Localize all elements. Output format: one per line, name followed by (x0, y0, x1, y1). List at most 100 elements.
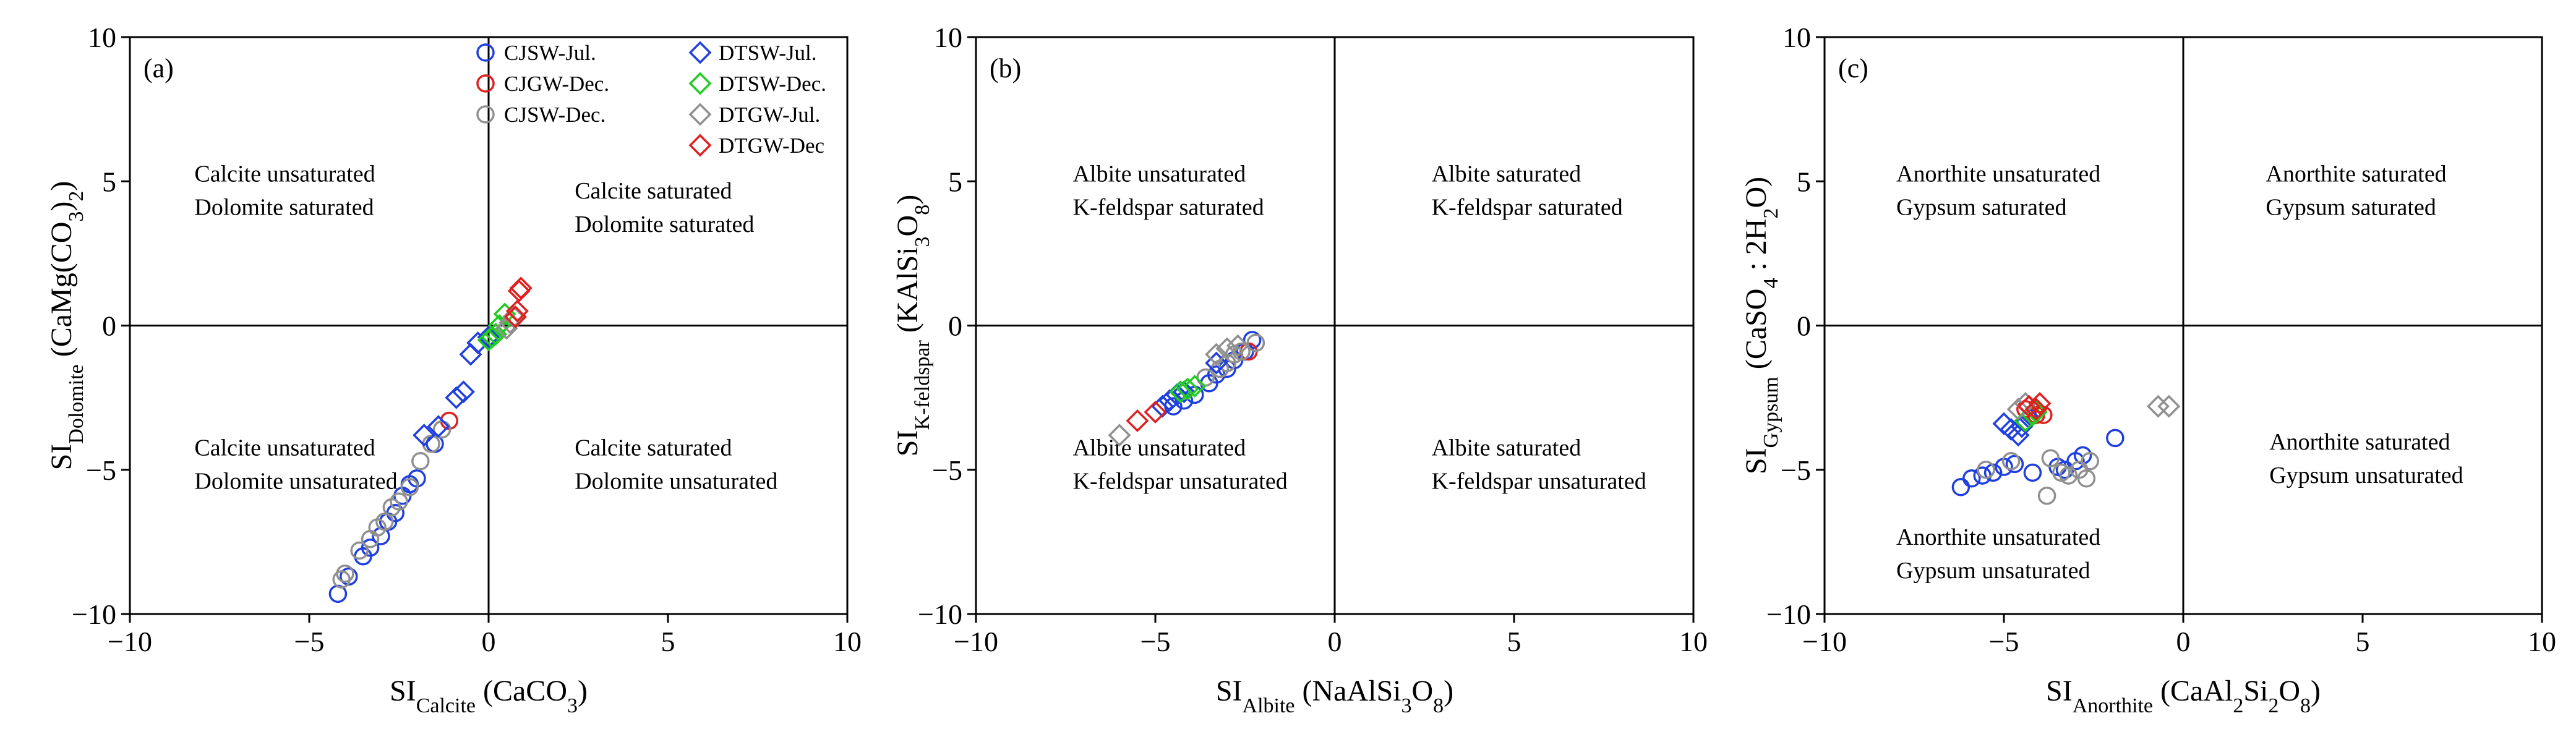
data-point (2010, 415, 2034, 438)
quadrant-label-top-right: Dolomite saturated (575, 211, 754, 237)
data-point (361, 538, 380, 557)
x-tick-label: −5 (1989, 626, 2019, 657)
x-tick-label: 10 (2528, 626, 2556, 657)
quadrant-label-bottom-left: Anorthite unsaturated (1896, 524, 2100, 550)
data-point (2028, 391, 2052, 415)
series-dtgw-dec (1126, 400, 1167, 432)
panel-a: −10−10 −5 −5 0 0 5 5 10 10 SICalcite (CaCO3) SIDol… (45, 22, 862, 717)
legend-marker (476, 74, 495, 93)
panel-label: (b) (990, 53, 1021, 83)
data-point (2018, 394, 2041, 418)
data-point (1951, 477, 1971, 497)
data-point (1977, 461, 1995, 479)
y-tick-label: −5 (86, 454, 116, 486)
legend-entry: CJGW-Dec. (476, 72, 609, 96)
legend-marker (476, 43, 495, 62)
data-point (1108, 424, 1131, 447)
data-point (2059, 466, 2078, 485)
quadrant-label-top-left: Albite unsaturated (1073, 161, 1246, 187)
legend-entry: DTSW-Dec. (688, 72, 826, 96)
data-point (2077, 469, 2096, 488)
legend-label: DTGW-Dec (719, 134, 824, 158)
quadrant-label-bottom-right: Albite saturated (1432, 435, 1581, 461)
data-point (1144, 400, 1167, 424)
quadrant-label-top-left: Gypsum saturated (1896, 194, 2066, 220)
data-point (1236, 342, 1254, 361)
quadrant-label-top-left: K-feldspar saturated (1073, 194, 1264, 220)
data-point (1183, 374, 1207, 398)
data-point (1992, 412, 2016, 435)
panel-label: (c) (1838, 53, 1868, 83)
quadrant-label-bottom-left: Dolomite unsaturated (194, 468, 397, 494)
data-point (502, 305, 526, 328)
x-tick-label: −10 (954, 626, 998, 657)
data-point (413, 424, 436, 447)
data-point (2024, 398, 2048, 421)
y-tick-label: −10 (72, 599, 116, 630)
y-tick-label: 5 (102, 166, 116, 197)
x-tick-label: 5 (661, 626, 675, 657)
quadrant-label-top-right: Gypsum saturated (2266, 194, 2436, 220)
y-tick-label: 5 (948, 166, 962, 197)
series-dtsw-jul- (413, 325, 500, 447)
legend-marker (688, 134, 712, 157)
y-axis-label: SIDolomite (CaMg(CO3)2) (45, 181, 88, 471)
quadrant-label-top-right: Albite saturated (1432, 161, 1581, 187)
quadrant-label-bottom-right: Dolomite unsaturated (575, 468, 777, 494)
x-tick-label: −5 (294, 626, 325, 657)
data-point (459, 343, 482, 366)
data-point (2006, 398, 2030, 421)
series-dtgw-dec (2018, 391, 2052, 421)
data-point (336, 564, 354, 583)
legend-entry: DTGW-Jul. (688, 103, 820, 127)
quadrant-label-bottom-right: K-feldspar unsaturated (1432, 468, 1646, 494)
series-dtsw-dec- (1169, 374, 1207, 404)
legend-entry: DTGW-Dec (688, 134, 824, 158)
legend-marker (688, 72, 712, 95)
x-axis-label: SIAnorthite (CaAl2Si2O8) (2046, 675, 2321, 717)
legend-label: CJSW-Jul. (504, 41, 596, 65)
legend-marker (476, 105, 495, 124)
legend-label: DTSW-Jul. (719, 41, 816, 65)
data-point (2001, 452, 2021, 471)
data-point (1226, 334, 1249, 357)
legend-label: CJSW-Dec. (504, 103, 605, 127)
y-tick-label: 0 (102, 310, 116, 342)
x-tick-label: 10 (1679, 626, 1708, 657)
panel-b: −10−10 −5 −5 0 0 5 5 10 10 SIAlbite (NaAlSi3O8) SI… (891, 22, 1708, 717)
data-point (1243, 331, 1262, 349)
panel-c: −10−10 −5 −5 0 0 5 5 10 10 SIAnorthite (CaAl2Si2O… (1740, 22, 2556, 717)
legend-label: DTSW-Dec. (719, 72, 826, 96)
data-point (2005, 454, 2024, 474)
quadrant-label-bottom-left: Gypsum unsaturated (1896, 558, 2090, 584)
y-tick-label: −5 (1781, 454, 1811, 486)
data-point (1215, 337, 1239, 360)
legend-marker (688, 103, 712, 126)
data-point (1973, 466, 1992, 485)
data-point (427, 415, 450, 438)
x-tick-label: −10 (1802, 626, 1847, 657)
legend-entry: CJSW-Jul. (476, 41, 596, 65)
quadrant-label-bottom-right: Gypsum unsaturated (2269, 463, 2463, 488)
x-tick-label: 5 (2356, 626, 2370, 657)
y-tick-label: 0 (1797, 310, 1811, 342)
y-tick-label: 10 (88, 22, 116, 53)
series-dtgw-jul- (1108, 334, 1249, 447)
panel-label: (a) (143, 53, 174, 83)
y-axis-label: SIGypsum (CaSO4 : 2H2O) (1740, 177, 1782, 474)
data-point (445, 386, 468, 409)
y-tick-label: 0 (948, 310, 962, 342)
data-point (2081, 452, 2099, 471)
data-point (2157, 394, 2181, 418)
data-point (350, 541, 369, 560)
y-tick-label: −5 (932, 454, 962, 486)
data-point (451, 380, 475, 404)
quadrant-label-top-left: Calcite unsaturated (194, 161, 375, 187)
y-tick-label: −10 (1766, 599, 1811, 630)
x-tick-label: 0 (482, 626, 496, 657)
legend-marker (688, 41, 712, 64)
series-cjsw-dec- (1977, 449, 2099, 505)
data-point (1176, 377, 1199, 401)
data-point (1196, 368, 1215, 387)
